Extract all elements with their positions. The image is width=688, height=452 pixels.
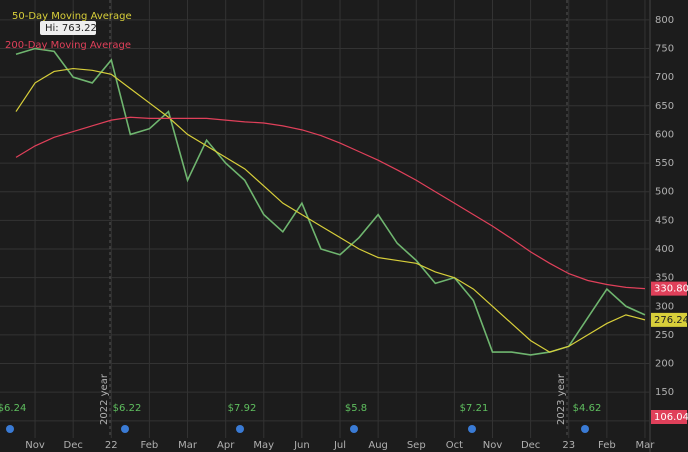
series-line: [15, 47, 646, 356]
y-tick-label: 500: [655, 187, 674, 198]
volume-label: 106.04: [654, 412, 688, 423]
earnings-label: $6.24: [0, 403, 26, 414]
y-tick-label: 200: [655, 359, 674, 370]
hi-tag: [40, 21, 96, 35]
earnings-label: $7.21: [460, 403, 489, 414]
earnings-icon: [6, 425, 14, 433]
legend-entry: 50-Day Moving Average: [12, 11, 132, 22]
y-tick-label: 800: [655, 15, 674, 26]
earnings-icon: [236, 425, 244, 433]
earnings-label: $5.8: [345, 403, 367, 414]
x-tick-label: Nov: [483, 440, 503, 451]
y-tick-label: 350: [655, 273, 674, 284]
legend-entry: 200-Day Moving Average: [5, 40, 131, 51]
x-tick-label: 23: [562, 440, 575, 451]
y-tick-label: 650: [655, 101, 674, 112]
y-tick-label: 550: [655, 158, 674, 169]
earnings-icon: [468, 425, 476, 433]
x-tick-label: Mar: [178, 440, 198, 451]
y-tick-label: 400: [655, 244, 674, 255]
y-tick-label: 450: [655, 215, 674, 226]
earnings-icon: [581, 425, 589, 433]
y-tick-label: 300: [655, 301, 674, 312]
x-tick-label: Sep: [407, 440, 426, 451]
x-tick-label: Jun: [293, 440, 310, 451]
volume-tag: [651, 410, 687, 424]
x-tick-label: Dec: [521, 440, 540, 451]
series-line: [15, 116, 646, 290]
hi-label: Hi: 763.22: [45, 23, 97, 34]
value-tag-label: 330.80: [654, 284, 688, 295]
year-label: 2022 year: [99, 373, 110, 425]
earnings-label: $4.62: [573, 403, 602, 414]
x-tick-label: Oct: [446, 440, 463, 451]
earnings-icon: [121, 425, 129, 433]
x-tick-label: Dec: [64, 440, 83, 451]
earnings-label: $6.22: [113, 403, 142, 414]
value-tag: [651, 281, 687, 296]
x-tick-label: 22: [105, 440, 118, 451]
y-tick-label: 250: [655, 330, 674, 341]
series-line: [15, 67, 646, 353]
y-tick-label: 150: [655, 387, 674, 398]
x-tick-label: Mar: [636, 440, 656, 451]
x-tick-label: Feb: [598, 440, 616, 451]
value-tag-label: 276.24: [654, 315, 688, 326]
x-tick-label: Apr: [217, 440, 235, 451]
y-tick-label: 750: [655, 44, 674, 55]
value-tag: [651, 312, 687, 327]
x-tick-label: May: [253, 440, 274, 451]
x-tick-label: Feb: [141, 440, 159, 451]
y-tick-label: 700: [655, 72, 674, 83]
x-tick-label: Aug: [368, 440, 388, 451]
y-tick-label: 600: [655, 129, 674, 140]
earnings-label: $7.92: [228, 403, 257, 414]
x-tick-label: Nov: [25, 440, 45, 451]
year-label: 2023 year: [556, 373, 567, 425]
earnings-icon: [350, 425, 358, 433]
x-tick-label: Jul: [333, 440, 346, 451]
